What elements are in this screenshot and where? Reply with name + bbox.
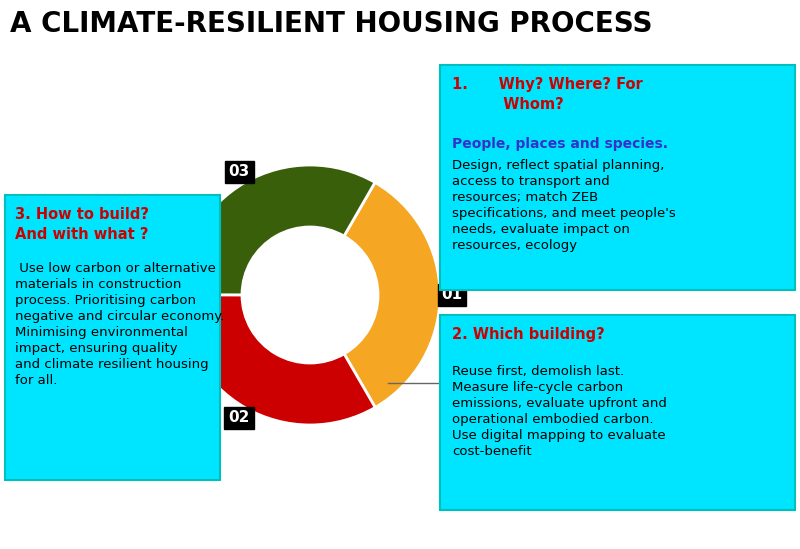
Text: 02: 02 <box>228 411 250 425</box>
FancyBboxPatch shape <box>440 65 795 290</box>
Text: 2. Which building?: 2. Which building? <box>452 327 605 342</box>
Circle shape <box>242 227 378 363</box>
Text: Reuse first, demolish last.
Measure life-cycle carbon
emissions, evaluate upfron: Reuse first, demolish last. Measure life… <box>452 365 667 458</box>
Text: 3. How to build?
And with what ?: 3. How to build? And with what ? <box>15 207 149 242</box>
Text: 1.      Why? Where? For
          Whom?: 1. Why? Where? For Whom? <box>452 77 642 112</box>
Text: A CLIMATE-RESILIENT HOUSING PROCESS: A CLIMATE-RESILIENT HOUSING PROCESS <box>10 10 653 38</box>
Wedge shape <box>180 295 375 425</box>
FancyBboxPatch shape <box>5 195 220 480</box>
Text: People, places and species.: People, places and species. <box>452 137 668 151</box>
Text: Use low carbon or alternative
materials in construction
process. Prioritising ca: Use low carbon or alternative materials … <box>15 262 224 387</box>
Text: Design, reflect spatial planning,
access to transport and
resources; match ZEB
s: Design, reflect spatial planning, access… <box>452 159 676 252</box>
Text: 01: 01 <box>442 287 462 302</box>
Text: 03: 03 <box>229 165 250 180</box>
FancyBboxPatch shape <box>440 315 795 510</box>
Wedge shape <box>180 165 375 295</box>
Wedge shape <box>344 182 440 407</box>
